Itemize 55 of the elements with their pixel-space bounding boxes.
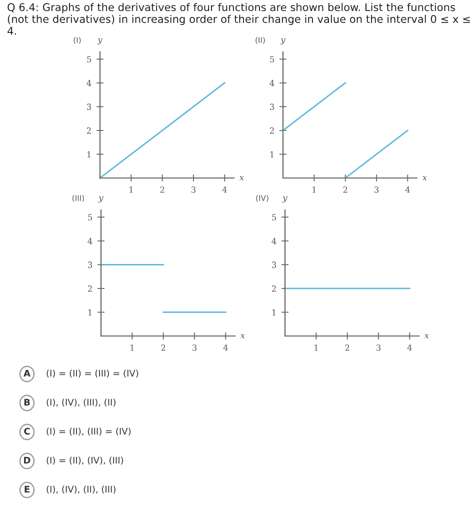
x-axis-title: x — [240, 334, 245, 338]
y-tick-label: 5 — [87, 56, 92, 62]
y-tick-label: 3 — [88, 262, 92, 268]
x-axis-title: x — [424, 334, 429, 338]
x-tick-label: 4 — [407, 344, 412, 351]
x-tick-label: 4 — [405, 186, 410, 193]
y-tick-label: 1 — [87, 151, 90, 158]
x-tick-label: 3 — [374, 186, 379, 193]
text: (I) = (II) = (III) = (IV) — [46, 370, 138, 378]
x-tick-label: 2 — [345, 344, 350, 351]
text: (I) = (II), (IV), (III) — [46, 456, 123, 465]
x-tick-label: 4 — [223, 344, 228, 351]
y-tick-label: 1 — [272, 309, 276, 316]
y-tick-label: 2 — [88, 285, 92, 292]
y-axis-title: y — [97, 38, 102, 44]
x-tick-label: 1 — [130, 344, 134, 351]
x-tick-label: 3 — [376, 344, 381, 351]
text: C — [24, 428, 30, 435]
x-tick-label: 2 — [161, 344, 166, 351]
x-tick-label: 3 — [192, 344, 197, 351]
x-axis-title: x — [239, 176, 244, 180]
y-tick-label: 4 — [270, 80, 274, 86]
text: (I), (IV), (III), (II) — [46, 398, 116, 407]
y-tick-label: 5 — [270, 56, 274, 62]
y-tick-label: 4 — [272, 238, 276, 244]
y-tick-label: 1 — [88, 309, 92, 316]
text: E — [24, 486, 30, 492]
text: (I), (IV), (II), (III) — [46, 486, 116, 494]
x-tick-label: 3 — [191, 186, 196, 193]
y-tick-label: 1 — [270, 151, 274, 158]
y-tick-label: 4 — [88, 238, 92, 244]
x-tick-label: 4 — [222, 186, 227, 193]
y-axis-title: y — [280, 38, 286, 44]
text: B — [24, 398, 30, 406]
x-tick-label: 1 — [130, 186, 133, 193]
y-tick-label: 5 — [88, 214, 92, 220]
text: Q 6.4: Graphs of the derivatives of four functions are shown below. List the functions (not the derivatives) in increasing order of their change in value on the interval 0 ≤ x ≤ 4. — [8, 3, 470, 35]
y-tick-label: 2 — [270, 127, 274, 134]
y-tick-label: 3 — [87, 104, 92, 110]
text: A — [24, 370, 30, 376]
x-tick-label: 2 — [343, 186, 348, 193]
y-tick-label: 3 — [270, 104, 274, 110]
y-tick-label: 4 — [86, 80, 92, 86]
y-axis-title: y — [282, 196, 288, 202]
text: (I) = (II), (III) = (IV) — [46, 428, 131, 436]
y-axis-title: y — [98, 196, 104, 202]
text: D — [24, 456, 30, 464]
x-tick-label: 2 — [160, 186, 164, 193]
x-tick-label: 1 — [312, 186, 316, 193]
x-tick-label: 1 — [314, 344, 318, 351]
y-tick-label: 2 — [272, 285, 276, 292]
y-tick-label: 2 — [86, 127, 91, 134]
y-tick-label: 3 — [272, 262, 276, 268]
x-axis-title: x — [422, 176, 427, 180]
y-tick-label: 5 — [272, 214, 276, 220]
